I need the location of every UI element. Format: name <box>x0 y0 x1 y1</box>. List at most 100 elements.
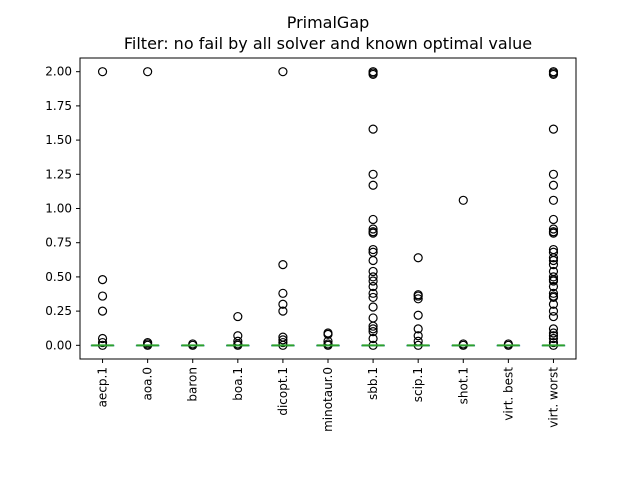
box-scip-1 <box>406 253 430 350</box>
outlier-point <box>368 333 378 344</box>
outlier-point <box>97 333 108 344</box>
y-tick-label: 1.50 <box>45 133 72 147</box>
box-virt-worst <box>541 67 566 350</box>
outlier-point <box>323 329 333 339</box>
y-tick-label: 0.00 <box>45 338 72 352</box>
y-tick-label: 0.50 <box>45 270 72 284</box>
outlier-point <box>278 337 288 348</box>
outlier-point <box>368 292 378 303</box>
outlier-point <box>548 259 559 270</box>
outlier-point <box>143 67 153 77</box>
outlier-point <box>368 288 378 298</box>
outlier-point <box>368 244 378 255</box>
chart-subtitle: Filter: no fail by all solver and known … <box>124 34 532 53</box>
outlier-point <box>368 302 378 312</box>
box-shot-1 <box>451 195 476 350</box>
outlier-point <box>413 253 423 263</box>
x-tick-label: shot.1 <box>456 367 470 404</box>
box-aoa-0 <box>135 67 160 350</box>
outlier-point <box>278 288 288 298</box>
outlier-point <box>548 124 559 134</box>
outlier-point <box>413 331 423 341</box>
outlier-point <box>368 321 378 331</box>
outlier-point <box>97 291 108 301</box>
outlier-point <box>368 327 378 337</box>
outlier-point <box>368 276 378 286</box>
boxes-layer <box>90 67 566 350</box>
outlier-point <box>548 288 559 298</box>
outlier-point <box>413 294 423 304</box>
outlier-point <box>278 67 288 77</box>
y-tick-label: 0.25 <box>45 304 72 318</box>
outlier-point <box>548 224 559 234</box>
x-tick-label: sbb.1 <box>366 367 380 400</box>
outlier-point <box>233 311 243 322</box>
box-baron <box>180 339 205 350</box>
outlier-point <box>548 292 559 303</box>
outlier-point <box>97 275 108 285</box>
outlier-point <box>97 306 108 316</box>
outlier-point <box>548 324 559 334</box>
y-tick-label: 0.75 <box>45 236 72 250</box>
y-tick-label: 2.00 <box>45 65 72 79</box>
outlier-point <box>548 169 559 179</box>
x-tick-label: virt. worst <box>546 367 560 428</box>
x-tick-label: boa.1 <box>231 367 245 401</box>
outlier-point <box>368 224 378 234</box>
y-axis: 0.00 0.25 0.50 0.75 1.00 1.25 1.50 1.75 2.00 <box>45 65 80 352</box>
x-tick-label: aoa.0 <box>141 367 155 401</box>
x-tick-label: dicopt.1 <box>276 367 290 416</box>
outlier-point <box>368 266 378 277</box>
x-tick-label: aecp.1 <box>96 367 110 407</box>
x-tick-label: minotaur.0 <box>321 367 335 432</box>
outlier-point <box>413 310 423 320</box>
x-tick-label: virt. best <box>501 367 515 421</box>
x-tick-label: scip.1 <box>411 367 425 402</box>
outlier-point <box>548 328 559 338</box>
outlier-point <box>368 214 378 225</box>
outlier-point <box>548 253 559 263</box>
outlier-point <box>548 311 559 322</box>
outlier-point <box>548 281 559 292</box>
outlier-point <box>548 69 559 80</box>
outlier-point <box>548 180 559 190</box>
outlier-point <box>548 272 559 282</box>
outlier-point <box>548 331 559 341</box>
outlier-point <box>278 259 288 270</box>
box-virt-best <box>496 339 521 350</box>
outlier-point <box>548 333 559 344</box>
y-tick-label: 1.75 <box>45 99 72 113</box>
box-boa-1 <box>226 311 250 350</box>
outlier-point <box>368 169 378 179</box>
outlier-point <box>548 299 559 309</box>
outlier-point <box>368 255 378 266</box>
box-sbb-1 <box>361 67 385 350</box>
outlier-point <box>368 272 378 282</box>
axes-frame <box>79 57 577 360</box>
outlier-point <box>368 69 378 80</box>
outlier-point <box>548 255 559 266</box>
outlier-point <box>97 67 108 77</box>
outlier-point <box>413 291 423 301</box>
outlier-point <box>458 195 468 205</box>
outlier-point <box>548 276 559 286</box>
outlier-point <box>548 306 559 316</box>
x-axis: aecp.1 aoa.0 baron boa.1 dicopt.1 minotaur.0 s… <box>96 359 560 432</box>
outlier-point <box>548 214 559 225</box>
chart-title: PrimalGap <box>287 13 370 32</box>
outlier-point <box>368 281 378 292</box>
outlier-point <box>278 299 288 309</box>
outlier-point <box>368 324 378 334</box>
box-dicopt-1 <box>271 67 295 350</box>
outlier-point <box>368 124 378 134</box>
outlier-point <box>278 335 288 345</box>
outlier-point <box>548 228 559 238</box>
x-tick-label: baron <box>186 367 200 402</box>
outlier-point <box>548 195 559 205</box>
outlier-point <box>97 337 108 348</box>
outlier-point <box>548 337 559 348</box>
outlier-point <box>278 306 288 316</box>
outlier-point <box>368 180 378 190</box>
